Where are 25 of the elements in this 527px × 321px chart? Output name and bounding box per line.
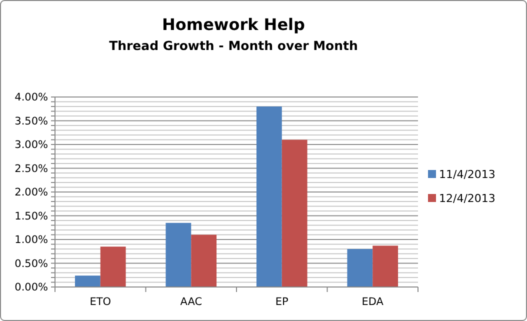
bar — [256, 106, 282, 287]
y-tick-label: 0.00% — [14, 282, 48, 294]
y-tick-label: 1.00% — [14, 234, 48, 246]
bar — [282, 140, 308, 287]
y-tick-label: 4.00% — [14, 92, 48, 104]
legend-label: 12/4/2013 — [439, 192, 496, 205]
x-tick-label: EP — [275, 296, 288, 308]
y-tick-label: 0.50% — [14, 258, 48, 270]
y-tick-label: 1.50% — [14, 210, 48, 222]
chart-title: Homework Help — [162, 15, 305, 34]
y-tick-label: 3.00% — [14, 139, 48, 152]
bar — [372, 246, 398, 287]
bar — [74, 276, 100, 287]
y-tick-label: 2.50% — [14, 162, 48, 175]
bar — [347, 249, 373, 287]
x-tick-label: EDA — [362, 296, 384, 308]
y-tick-label: 3.50% — [14, 115, 48, 128]
x-tick-label: ETO — [90, 296, 112, 308]
bar — [166, 222, 192, 287]
y-tick-label: 2.00% — [14, 186, 48, 199]
chart-subtitle: Thread Growth - Month over Month — [109, 38, 358, 53]
legend-label: 11/4/2013 — [439, 168, 496, 181]
bar — [191, 234, 217, 287]
x-tick-label: AAC — [180, 296, 202, 308]
bar — [100, 246, 126, 287]
